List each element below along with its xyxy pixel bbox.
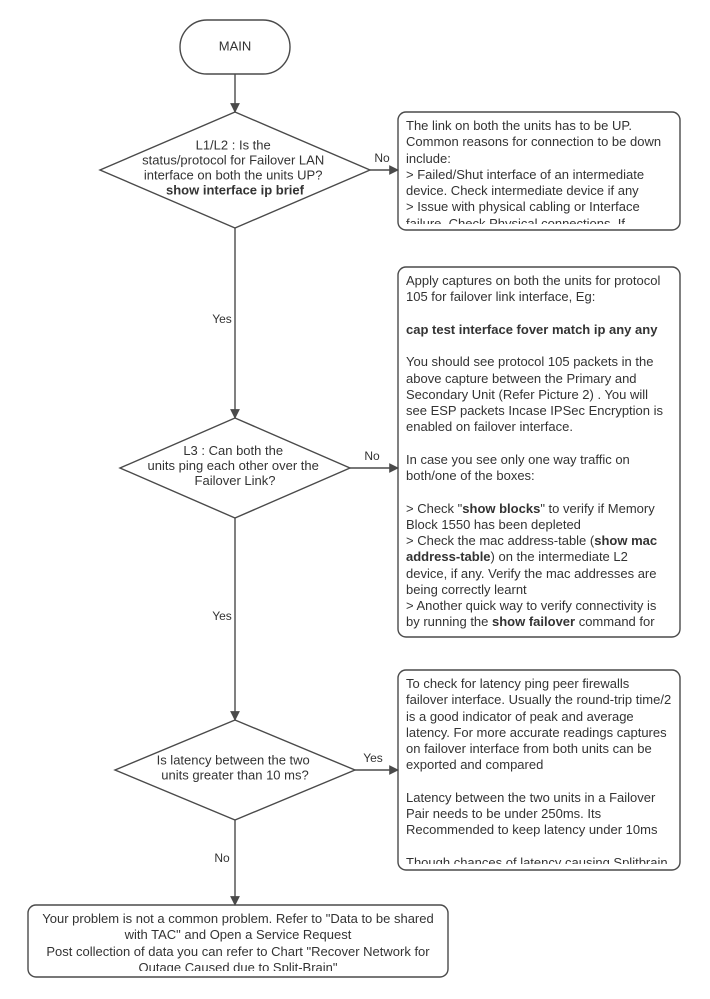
info-box-tac-text: Your problem is not a common problem. Re… bbox=[36, 911, 440, 971]
terminator-main-label: MAIN bbox=[219, 38, 252, 53]
edge-label: No bbox=[364, 449, 380, 463]
edge-label: Yes bbox=[363, 751, 383, 765]
edge-label: No bbox=[374, 151, 390, 165]
edge-label: No bbox=[214, 851, 230, 865]
decision-latency-text: Is latency between the two units greater… bbox=[157, 753, 314, 783]
info-box-link-down-text: The link on both the units has to be UP.… bbox=[406, 118, 672, 224]
info-box-latency-text: To check for latency ping peer firewalls… bbox=[406, 676, 672, 864]
edge-label: Yes bbox=[212, 312, 232, 326]
info-box-captures-text: Apply captures on both the units for pro… bbox=[406, 273, 672, 631]
edge-label: Yes bbox=[212, 609, 232, 623]
